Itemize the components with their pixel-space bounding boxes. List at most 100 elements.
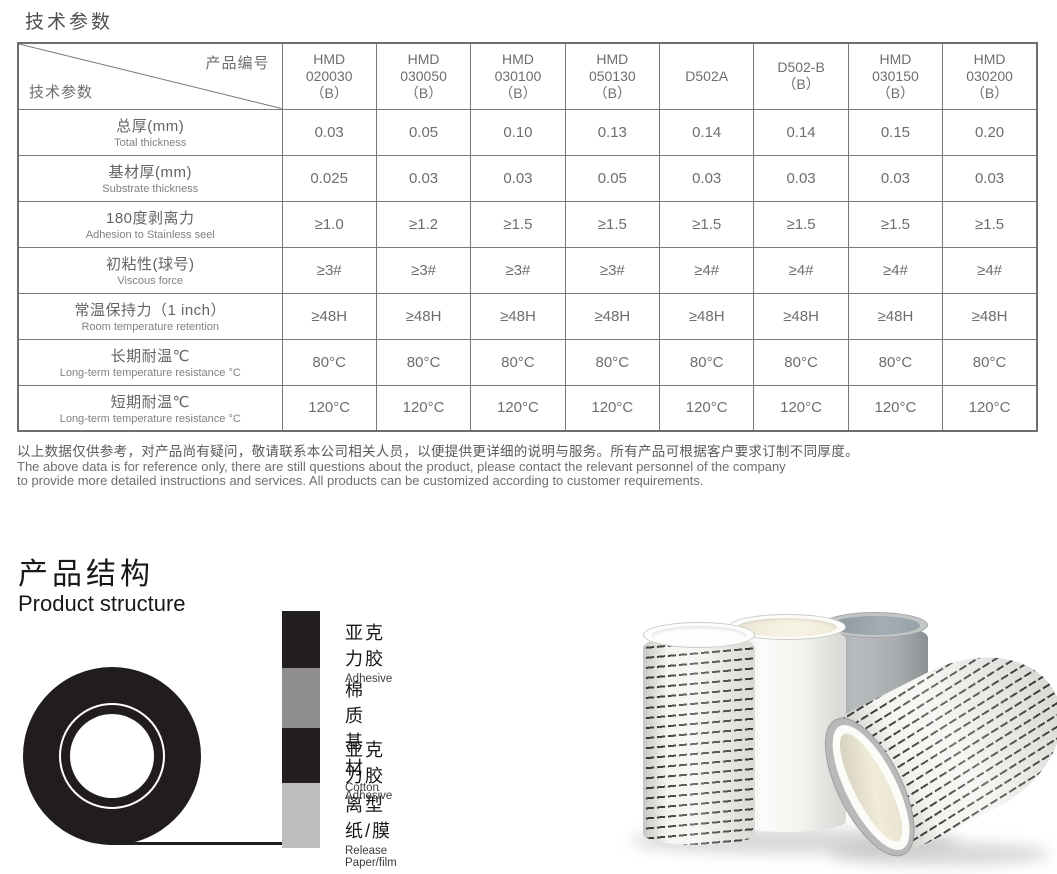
value-cell: ≥48H (375, 292, 472, 340)
row-label: 常温保持力（1 inch） Room temperature retention (17, 292, 283, 340)
layer-label: 离型纸/膜 Release Paper/film (345, 791, 397, 869)
note-en-line1: The above data is for reference only, th… (17, 459, 786, 474)
column-header-line: HMD (501, 50, 534, 67)
row-label-zh: 短期耐温℃ (110, 393, 190, 411)
roll-inner-ring (59, 703, 165, 809)
column-header-line: （B） (593, 84, 631, 101)
value-cell: ≥4# (942, 246, 1038, 294)
column-header-line: HMD (313, 50, 346, 67)
value-cell: 80°C (281, 338, 377, 386)
column-header-line: （B） (970, 84, 1009, 101)
column-header: D502A (658, 42, 755, 110)
column-header-line: 050130 (588, 67, 636, 84)
column-header: HMD 050130 （B） (564, 42, 661, 110)
value-cell: 0.03 (847, 154, 944, 202)
column-header: HMD 020030 （B） (281, 42, 377, 110)
tape-roll-diagram (23, 667, 201, 845)
row-label-zh: 长期耐温℃ (110, 348, 190, 365)
value-cell: ≥1.5 (753, 200, 849, 248)
layer-label-zh: 棉质基材 (345, 680, 365, 778)
row-label-zh: 常温保持力（1 inch） (74, 302, 227, 319)
row-label-zh: 总厚(mm) (116, 118, 185, 135)
printed-roll-body (643, 634, 755, 845)
column-header-line: （B） (782, 76, 820, 93)
value-cell: 80°C (564, 338, 661, 386)
corner-cell: 产品编号 技术参数 (17, 42, 283, 110)
column-header-line: 020030 (305, 67, 353, 84)
row-label: 180度剥离力 Adhesion to Stainless seel (17, 200, 283, 248)
layer-segment (282, 668, 320, 728)
value-cell: 0.14 (753, 108, 849, 156)
table-row: 180度剥离力 Adhesion to Stainless seel ≥1.0 ≥1.… (17, 200, 1038, 248)
layer-label-en: Adhesive (345, 790, 393, 802)
row-label: 初粘性(球号) Viscous force (17, 246, 283, 294)
value-cell: 0.03 (753, 154, 849, 202)
page-title: 技术参数 (25, 12, 114, 33)
value-cell: 120°C (375, 384, 472, 432)
printed-roll-core (651, 626, 747, 645)
corner-label-product-no: 产品编号 (205, 55, 270, 72)
column-header: HMD 030200 （B） (942, 42, 1038, 110)
row-label-en: Room temperature retention (81, 321, 220, 333)
value-cell: ≥1.0 (281, 200, 377, 248)
value-cell: 120°C (281, 384, 377, 432)
column-header-line: （B） (404, 84, 443, 101)
corner-label-tech-params: 技术参数 (29, 83, 94, 101)
roll-core-hole (70, 714, 154, 798)
note-en-line2: to provide more detailed instructions an… (17, 473, 704, 488)
value-cell: ≥3# (470, 246, 566, 294)
row-label-en: Long-term temperature resistance °C (59, 367, 241, 379)
value-cell: ≥48H (753, 292, 849, 340)
value-cell: ≥1.5 (470, 200, 566, 248)
column-header-line: 030050 (400, 67, 447, 84)
column-header-line: 030150 (872, 67, 919, 84)
table-row: 总厚(mm) Total thickness 0.03 0.05 0.10 0.13 0.1… (17, 108, 1038, 156)
value-cell: 0.03 (281, 108, 377, 156)
value-cell: 80°C (658, 338, 755, 386)
value-cell: 120°C (753, 384, 849, 432)
value-cell: 120°C (658, 384, 755, 432)
layer-label-zh: 亚克力胶 (345, 623, 385, 669)
row-label: 基材厚(mm) Substrate thickness (17, 154, 283, 202)
layer-label-zh: 亚克力胶 (345, 740, 385, 786)
value-cell: ≥1.5 (564, 200, 661, 248)
column-header: HMD 030100 （B） (470, 42, 566, 110)
column-header-line: （B） (310, 84, 348, 101)
value-cell: 0.15 (847, 108, 944, 156)
gray-roll-core (830, 616, 920, 635)
row-label-en: Total thickness (114, 137, 187, 149)
value-cell: 120°C (470, 384, 566, 432)
column-header-line: HMD (973, 50, 1006, 67)
value-cell: 120°C (942, 384, 1038, 432)
value-cell: ≥4# (658, 246, 755, 294)
white-roll-top (728, 614, 846, 640)
column-header-line: （B） (876, 84, 915, 101)
column-header-line: 030200 (966, 67, 1013, 84)
printed-roll (643, 622, 755, 845)
layer-stack (282, 611, 320, 848)
white-roll-core (737, 618, 837, 637)
value-cell: ≥48H (470, 292, 566, 340)
value-cell: ≥1.2 (375, 200, 472, 248)
value-cell: ≥1.5 (847, 200, 944, 248)
diagonal-line (19, 44, 282, 109)
row-label: 总厚(mm) Total thickness (17, 108, 283, 156)
column-header-line: （B） (499, 84, 537, 101)
value-cell: 0.025 (281, 154, 377, 202)
column-header-line: HMD (879, 50, 912, 67)
value-cell: ≥3# (281, 246, 377, 294)
value-cell: ≥3# (564, 246, 661, 294)
column-header: HMD 030150 （B） (847, 42, 944, 110)
value-cell: 0.05 (564, 154, 661, 202)
value-cell: ≥48H (847, 292, 944, 340)
row-label-zh: 初粘性(球号) (106, 256, 195, 273)
structure-title-en: Product structure (18, 591, 186, 616)
structure-title-zh: 产品结构 (18, 558, 154, 591)
value-cell: 0.03 (470, 154, 566, 202)
layer-label: 亚克力胶 Adhesive (345, 619, 392, 685)
row-label-zh: 180度剥离力 (105, 210, 195, 227)
tape-rolls-photo (600, 590, 1057, 874)
layer-label-en: Adhesive (345, 673, 393, 685)
spec-table: 产品编号 技术参数 HMD 020030 （B） HMD 030050 （B） HMD 030… (17, 42, 1038, 432)
